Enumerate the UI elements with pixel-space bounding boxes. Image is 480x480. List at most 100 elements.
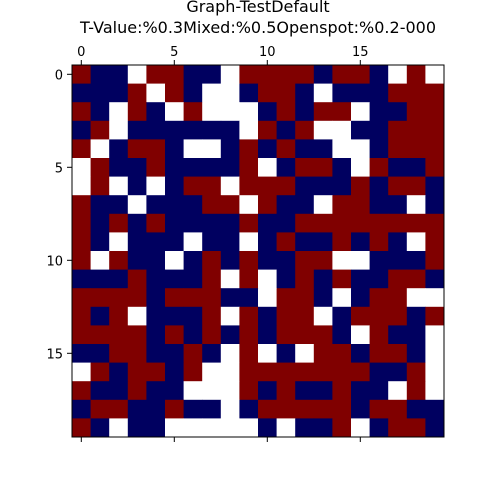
heatmap-cell xyxy=(258,307,277,326)
heatmap-cell xyxy=(109,102,128,121)
heatmap-cell xyxy=(202,121,221,140)
heatmap-cell xyxy=(202,232,221,251)
heatmap-cell xyxy=(72,158,91,177)
heatmap-cell xyxy=(184,325,203,344)
heatmap-cell xyxy=(109,363,128,382)
heatmap-cell xyxy=(165,121,184,140)
heatmap-cell xyxy=(184,139,203,158)
heatmap-cell xyxy=(239,381,258,400)
y-tick-label: 5 xyxy=(55,161,63,176)
heatmap-cell xyxy=(332,270,351,289)
heatmap-cell xyxy=(351,195,370,214)
heatmap-cell xyxy=(146,158,165,177)
heatmap-cell xyxy=(184,344,203,363)
heatmap-cell xyxy=(370,344,389,363)
heatmap-cell xyxy=(258,139,277,158)
heatmap-cell xyxy=(314,121,333,140)
heatmap-cell xyxy=(221,270,240,289)
heatmap-cell xyxy=(295,307,314,326)
heatmap-cell xyxy=(314,325,333,344)
heatmap-cell xyxy=(184,177,203,196)
heatmap-cell xyxy=(202,158,221,177)
heatmap-cell xyxy=(370,418,389,437)
heatmap-cell xyxy=(277,121,296,140)
heatmap-cell xyxy=(370,121,389,140)
heatmap-cell xyxy=(239,102,258,121)
heatmap-cell xyxy=(388,177,407,196)
heatmap-cell xyxy=(370,102,389,121)
heatmap-cell xyxy=(351,288,370,307)
heatmap-cell xyxy=(258,177,277,196)
heatmap-cell xyxy=(388,121,407,140)
heatmap-cell xyxy=(388,288,407,307)
heatmap-cell xyxy=(128,65,147,84)
heatmap-cell xyxy=(425,270,444,289)
heatmap-cell xyxy=(202,400,221,419)
heatmap-cell xyxy=(314,214,333,233)
heatmap-cell xyxy=(109,84,128,103)
heatmap-cell xyxy=(388,418,407,437)
heatmap-cell xyxy=(91,251,110,270)
heatmap-cell xyxy=(407,121,426,140)
heatmap-cell xyxy=(370,214,389,233)
heatmap-cell xyxy=(72,232,91,251)
heatmap-cell xyxy=(351,121,370,140)
heatmap-cell xyxy=(165,288,184,307)
heatmap-cell xyxy=(258,251,277,270)
heatmap-cell xyxy=(351,363,370,382)
heatmap-cell xyxy=(72,121,91,140)
heatmap-cell xyxy=(184,195,203,214)
heatmap-cell xyxy=(165,418,184,437)
heatmap-cell xyxy=(277,307,296,326)
heatmap-cell xyxy=(425,84,444,103)
heatmap-cell xyxy=(221,400,240,419)
heatmap-cell xyxy=(425,232,444,251)
heatmap-cell xyxy=(202,344,221,363)
heatmap-cell xyxy=(370,195,389,214)
heatmap-cell xyxy=(388,325,407,344)
heatmap-cell xyxy=(370,177,389,196)
heatmap-cell xyxy=(72,102,91,121)
heatmap-cell xyxy=(202,418,221,437)
heatmap-cell xyxy=(295,251,314,270)
heatmap-cell xyxy=(239,65,258,84)
heatmap-cell xyxy=(165,102,184,121)
heatmap-cell xyxy=(184,121,203,140)
heatmap-cell xyxy=(146,344,165,363)
heatmap-cell xyxy=(407,418,426,437)
heatmap-cell xyxy=(407,102,426,121)
heatmap-cell xyxy=(388,195,407,214)
heatmap-cell xyxy=(239,251,258,270)
heatmap-cell xyxy=(295,363,314,382)
heatmap-cell xyxy=(72,195,91,214)
heatmap-cell xyxy=(407,363,426,382)
heatmap-cell xyxy=(388,400,407,419)
heatmap-cell xyxy=(221,121,240,140)
heatmap-cell xyxy=(91,363,110,382)
heatmap-cell xyxy=(221,418,240,437)
x-tick-label: 0 xyxy=(77,45,85,60)
heatmap-cell xyxy=(351,307,370,326)
heatmap-cell xyxy=(146,307,165,326)
heatmap-cell xyxy=(239,214,258,233)
heatmap-cell xyxy=(72,177,91,196)
heatmap-cell xyxy=(277,214,296,233)
heatmap-cell xyxy=(128,214,147,233)
heatmap-cell xyxy=(128,195,147,214)
heatmap-cell xyxy=(202,177,221,196)
heatmap-cell xyxy=(128,381,147,400)
heatmap-cell xyxy=(72,65,91,84)
heatmap-cell xyxy=(165,158,184,177)
heatmap-cell xyxy=(314,381,333,400)
heatmap-cell xyxy=(239,158,258,177)
heatmap-cell xyxy=(146,195,165,214)
heatmap-cell xyxy=(165,344,184,363)
heatmap-cell xyxy=(407,381,426,400)
heatmap-cell xyxy=(388,65,407,84)
heatmap-cell xyxy=(202,102,221,121)
heatmap-cell xyxy=(221,325,240,344)
heatmap-cell xyxy=(72,214,91,233)
heatmap-cell xyxy=(351,381,370,400)
heatmap-cell xyxy=(332,307,351,326)
